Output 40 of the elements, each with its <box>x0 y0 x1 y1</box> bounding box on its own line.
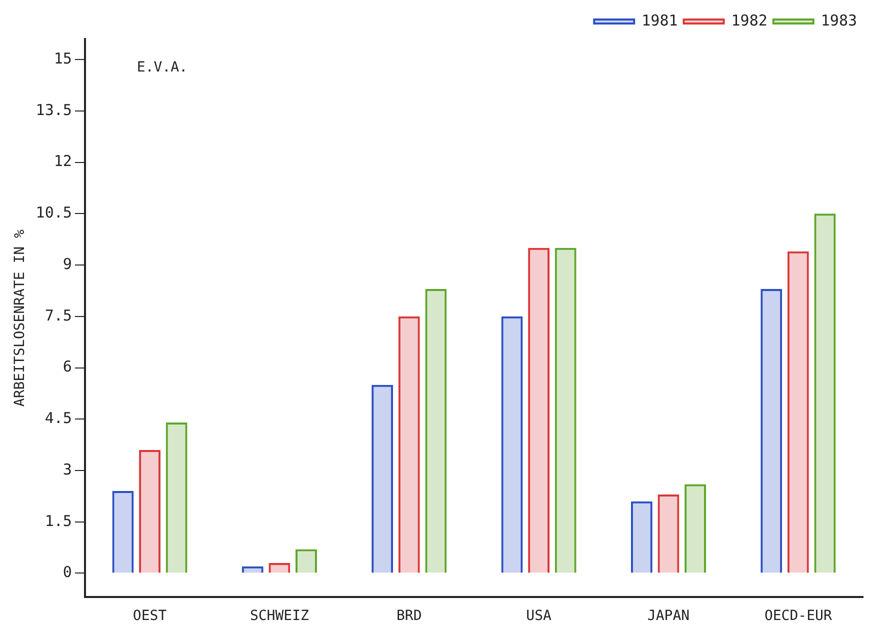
y-axis-title: ARBEITSLOSENRATE IN % <box>12 229 28 407</box>
y-tick-label: 10.5 <box>36 204 72 222</box>
y-tick-label: 15 <box>54 49 72 68</box>
bar <box>372 384 394 573</box>
bar <box>425 288 447 573</box>
y-tick-label: 7.5 <box>44 306 72 324</box>
y-tick-label: 0 <box>62 563 72 582</box>
x-tick-label: JAPAN <box>647 608 690 624</box>
y-tick-label: 13.5 <box>36 100 72 119</box>
y-tick-label: 3 <box>62 460 72 478</box>
bar <box>658 494 680 573</box>
y-tick-label: 1.5 <box>44 512 72 530</box>
y-tick-label: 4.5 <box>44 409 72 428</box>
bar <box>398 316 420 573</box>
bar <box>814 214 836 573</box>
legend-label: 1981 <box>642 11 678 30</box>
bar <box>684 484 706 573</box>
bar <box>630 501 652 573</box>
legend-label: 1983 <box>820 11 857 30</box>
y-tick-label: 9 <box>62 254 72 273</box>
bar <box>268 562 290 573</box>
x-tick-label: USA <box>526 608 552 624</box>
bar <box>787 251 809 573</box>
bar <box>296 549 317 573</box>
bar <box>760 288 782 573</box>
y-tick-label: 6 <box>62 358 72 376</box>
bar <box>501 316 523 573</box>
x-tick-label: SCHWEIZ <box>250 608 309 624</box>
bar <box>166 422 188 573</box>
x-tick-label: OECD-EUR <box>764 608 832 624</box>
bar <box>554 248 576 573</box>
bar <box>528 248 550 573</box>
y-tick-label: 12 <box>54 152 72 170</box>
x-tick-label: BRD <box>396 608 422 624</box>
annotation: E.V.A. <box>136 60 188 76</box>
legend-label: 1982 <box>731 11 768 30</box>
bar <box>112 491 134 573</box>
bar <box>242 566 264 573</box>
bar <box>139 450 160 573</box>
x-tick-label: OEST <box>132 608 168 624</box>
